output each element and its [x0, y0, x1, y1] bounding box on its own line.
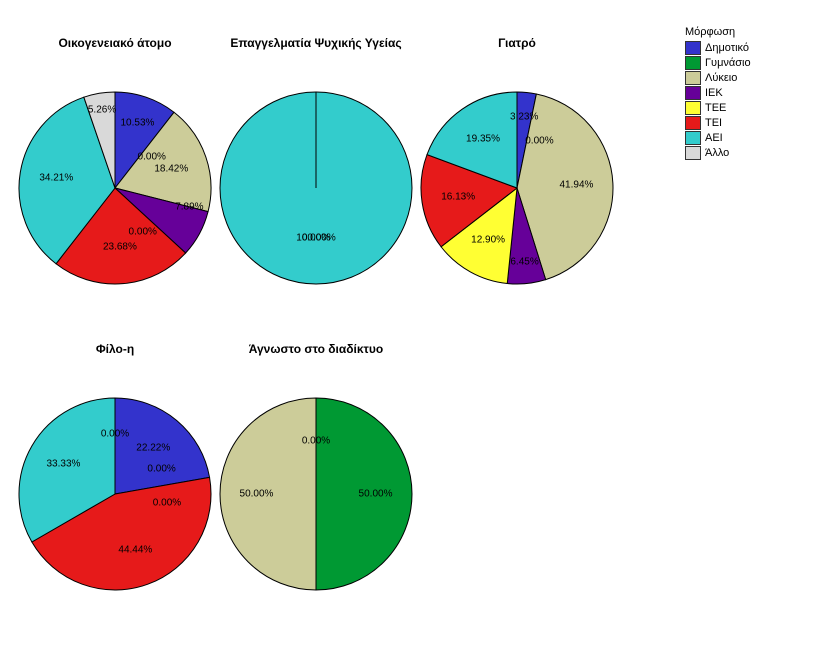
legend-item: Άλλο [685, 146, 751, 160]
legend-item: Λύκειο [685, 71, 751, 85]
pie-slice [220, 398, 316, 590]
legend-swatch [685, 56, 701, 70]
legend-item: ΤΕΙ [685, 116, 751, 130]
legend-label: ΑΕΙ [705, 132, 723, 144]
legend-label: Δημοτικό [705, 42, 749, 54]
legend-swatch [685, 131, 701, 145]
legend-swatch [685, 146, 701, 160]
pie-slice [316, 398, 412, 590]
legend-label: ΤΕΕ [705, 102, 726, 114]
legend-label: ΤΕΙ [705, 117, 722, 129]
legend-title: Μόρφωση [685, 26, 751, 38]
legend-item: ΙΕΚ [685, 86, 751, 100]
pie-chart-internet: 50.00%50.00%0.00% [164, 342, 468, 646]
legend-item: Γυμνάσιο [685, 56, 751, 70]
pie-svg [164, 342, 468, 646]
legend-item: Δημοτικό [685, 41, 751, 55]
legend-swatch [685, 41, 701, 55]
legend-swatch [685, 116, 701, 130]
legend-swatch [685, 101, 701, 115]
legend-label: Λύκειο [705, 72, 737, 84]
education-legend: Μόρφωση Δημοτικό Γυμνάσιο Λύκειο ΙΕΚ ΤΕΕ ΤΕΙ ΑΕ… [685, 26, 751, 161]
legend-item: ΤΕΕ [685, 101, 751, 115]
legend-label: Άλλο [705, 147, 729, 159]
pie-svg [365, 36, 669, 340]
legend-swatch [685, 71, 701, 85]
pie-chart-doctor: 3.23%0.00%41.94%6.45%12.90%16.13%19.35% [365, 36, 669, 340]
legend-swatch [685, 86, 701, 100]
legend-label: Γυμνάσιο [705, 57, 751, 69]
legend-label: ΙΕΚ [705, 87, 723, 99]
legend-item: ΑΕΙ [685, 131, 751, 145]
